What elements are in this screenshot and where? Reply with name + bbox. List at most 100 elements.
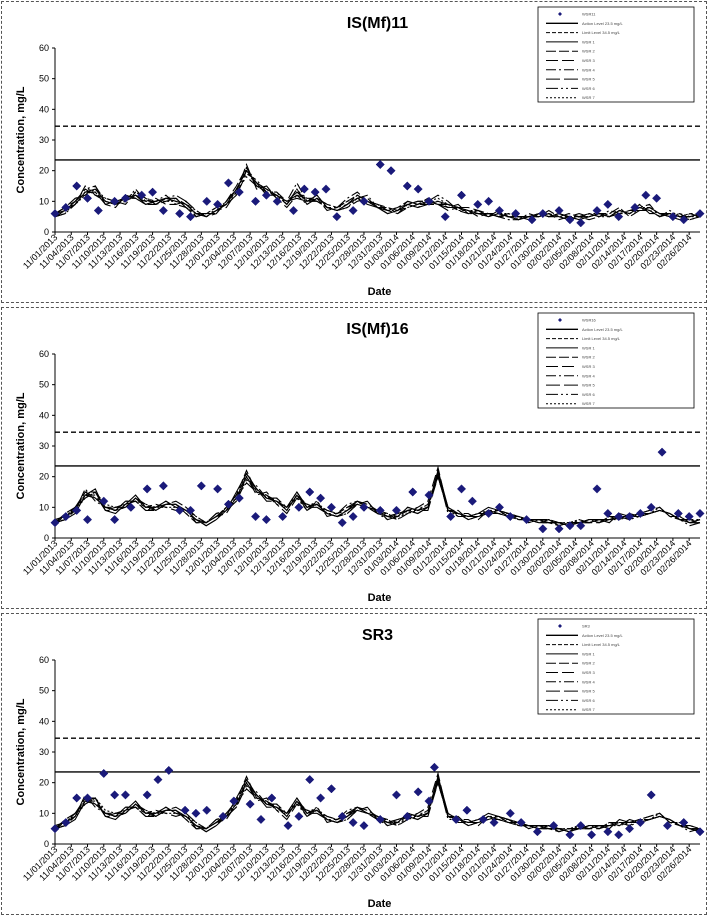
series-line-6 <box>54 175 701 221</box>
data-point-marker <box>657 447 667 457</box>
legend-label: WSR 2 <box>582 49 595 54</box>
y-tick-label: 40 <box>39 104 49 114</box>
legend-label: WSR 5 <box>582 77 595 82</box>
data-point-marker <box>61 511 71 522</box>
data-point-marker <box>359 196 369 206</box>
data-point-marker <box>522 515 532 525</box>
data-point-marker <box>250 196 261 206</box>
data-point-marker <box>278 511 288 522</box>
legend-label: WSR16 <box>582 318 597 323</box>
data-point-marker <box>234 493 244 503</box>
data-point-marker <box>61 202 71 213</box>
data-point-marker <box>679 215 689 225</box>
data-point-marker <box>538 209 548 219</box>
data-point-marker <box>234 187 244 197</box>
y-tick-label: 0 <box>44 227 49 237</box>
data-point-marker <box>684 511 694 522</box>
chart-title: SR3 <box>362 627 393 644</box>
data-point-marker <box>72 181 82 191</box>
data-point-marker <box>126 502 136 512</box>
y-tick-label: 50 <box>39 380 49 390</box>
data-point-marker <box>294 502 304 512</box>
data-point-marker <box>424 196 434 206</box>
legend-label: WSR 2 <box>582 661 595 666</box>
data-point-marker <box>641 190 651 200</box>
data-point-marker <box>82 793 93 803</box>
data-point-marker <box>316 493 326 503</box>
data-point-marker <box>646 790 656 800</box>
y-tick-label: 40 <box>39 410 49 420</box>
data-point-marker <box>148 187 158 197</box>
data-point-marker <box>462 805 472 815</box>
data-point-marker <box>646 502 656 512</box>
data-point-marker <box>142 790 152 800</box>
data-point-marker <box>50 824 60 834</box>
data-point-marker <box>484 196 494 206</box>
series-line-8 <box>54 780 701 833</box>
data-point-marker <box>348 205 358 216</box>
data-point-marker <box>408 487 418 497</box>
legend-label: WSR 4 <box>582 67 595 72</box>
data-point-marker <box>440 212 450 222</box>
data-point-marker <box>120 790 131 800</box>
data-point-marker <box>695 827 705 837</box>
y-tick-label: 30 <box>39 747 49 757</box>
y-axis-label: Concentration, mg/L <box>15 86 27 193</box>
data-point-marker <box>516 817 526 828</box>
data-point-marker <box>538 524 548 534</box>
data-point-marker <box>158 205 168 216</box>
data-point-marker <box>288 205 299 216</box>
legend-label: WSR 7 <box>582 707 595 712</box>
legend-label: WSR 3 <box>582 670 595 675</box>
data-point-marker <box>391 505 402 515</box>
data-point-marker <box>180 805 190 815</box>
legend-label: Action Level 23.5 mg/L <box>582 327 623 332</box>
data-point-marker <box>565 830 575 840</box>
data-point-marker <box>456 190 467 200</box>
data-point-marker <box>603 827 613 837</box>
data-point-marker <box>451 814 461 825</box>
data-point-marker <box>82 515 93 525</box>
data-point-marker <box>673 508 683 519</box>
data-point-marker <box>424 490 434 500</box>
y-tick-label: 60 <box>39 349 49 359</box>
legend-label: Limit Level 34.5 mg/L <box>582 30 621 35</box>
data-point-marker <box>305 487 315 497</box>
series-line-3 <box>54 465 701 527</box>
legend-label: Limit Level 34.5 mg/L <box>582 336 621 341</box>
data-point-marker <box>652 193 662 203</box>
series-line-6 <box>54 471 701 527</box>
data-point-marker <box>484 508 494 519</box>
legend-label: WSR 3 <box>582 364 595 369</box>
data-point-marker <box>310 187 320 197</box>
data-point-marker <box>413 787 423 797</box>
series-line-4 <box>54 777 700 833</box>
data-point-marker <box>413 184 423 194</box>
legend-label: WSR 5 <box>582 383 595 388</box>
data-point-marker <box>511 209 521 219</box>
series-line-8 <box>54 474 700 527</box>
legend-label: WSR 5 <box>582 689 595 694</box>
data-point-marker <box>467 496 477 506</box>
data-point-marker <box>332 212 342 222</box>
data-point-marker <box>549 821 559 831</box>
data-point-marker <box>695 508 705 519</box>
chart-panel-sr3: SR3 0 10 20 30 40 50 60 11/01/2013 11/04/2013 11/0… <box>1 613 707 915</box>
series-line-2 <box>54 775 701 833</box>
data-point-marker <box>337 811 347 821</box>
data-point-marker <box>202 805 212 815</box>
chart-title: IS(Mf)11 <box>347 15 408 32</box>
y-tick-label: 10 <box>39 808 49 818</box>
data-point-marker <box>695 209 705 219</box>
data-point-marker <box>402 181 412 191</box>
data-point-marker <box>261 190 271 200</box>
series-line-7 <box>54 166 700 218</box>
data-point-marker <box>587 830 597 840</box>
series-line-5 <box>54 474 701 527</box>
data-point-marker <box>305 775 315 785</box>
y-tick-label: 40 <box>39 716 49 726</box>
legend-label: WSR 2 <box>582 355 595 360</box>
data-point-marker <box>527 215 537 225</box>
y-tick-label: 20 <box>39 778 49 788</box>
series-line-2 <box>54 469 700 527</box>
